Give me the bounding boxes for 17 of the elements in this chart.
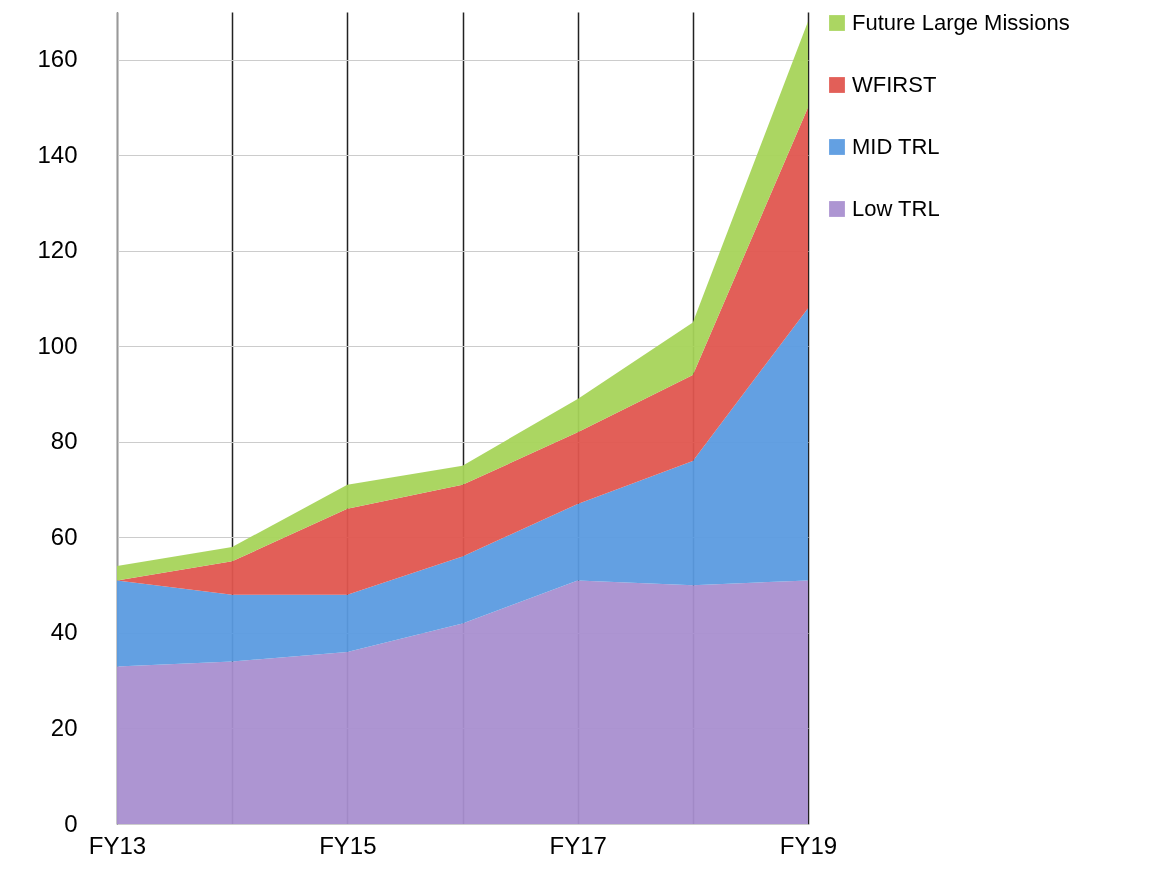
- y-tick-label: 60: [50, 522, 78, 550]
- legend-label: Low TRL: [852, 196, 940, 221]
- y-tick-label: 80: [50, 427, 78, 455]
- y-tick-label: 40: [50, 618, 78, 646]
- legend-label: MID TRL: [852, 134, 940, 159]
- x-tick-label: FY13: [88, 831, 147, 859]
- y-tick-label: 20: [50, 713, 78, 741]
- y-tick-label: 160: [37, 45, 78, 73]
- y-tick-label: 0: [64, 809, 78, 837]
- legend-label: WFIRST: [852, 72, 937, 97]
- y-tick-label: 140: [37, 140, 78, 168]
- y-tick-label: 100: [37, 331, 78, 359]
- legend-label: Future Large Missions: [852, 10, 1070, 35]
- x-tick-label: FY15: [319, 831, 377, 859]
- x-tick-label: FY19: [779, 831, 838, 859]
- x-tick-label: FY17: [549, 831, 607, 859]
- y-tick-label: 120: [37, 236, 78, 264]
